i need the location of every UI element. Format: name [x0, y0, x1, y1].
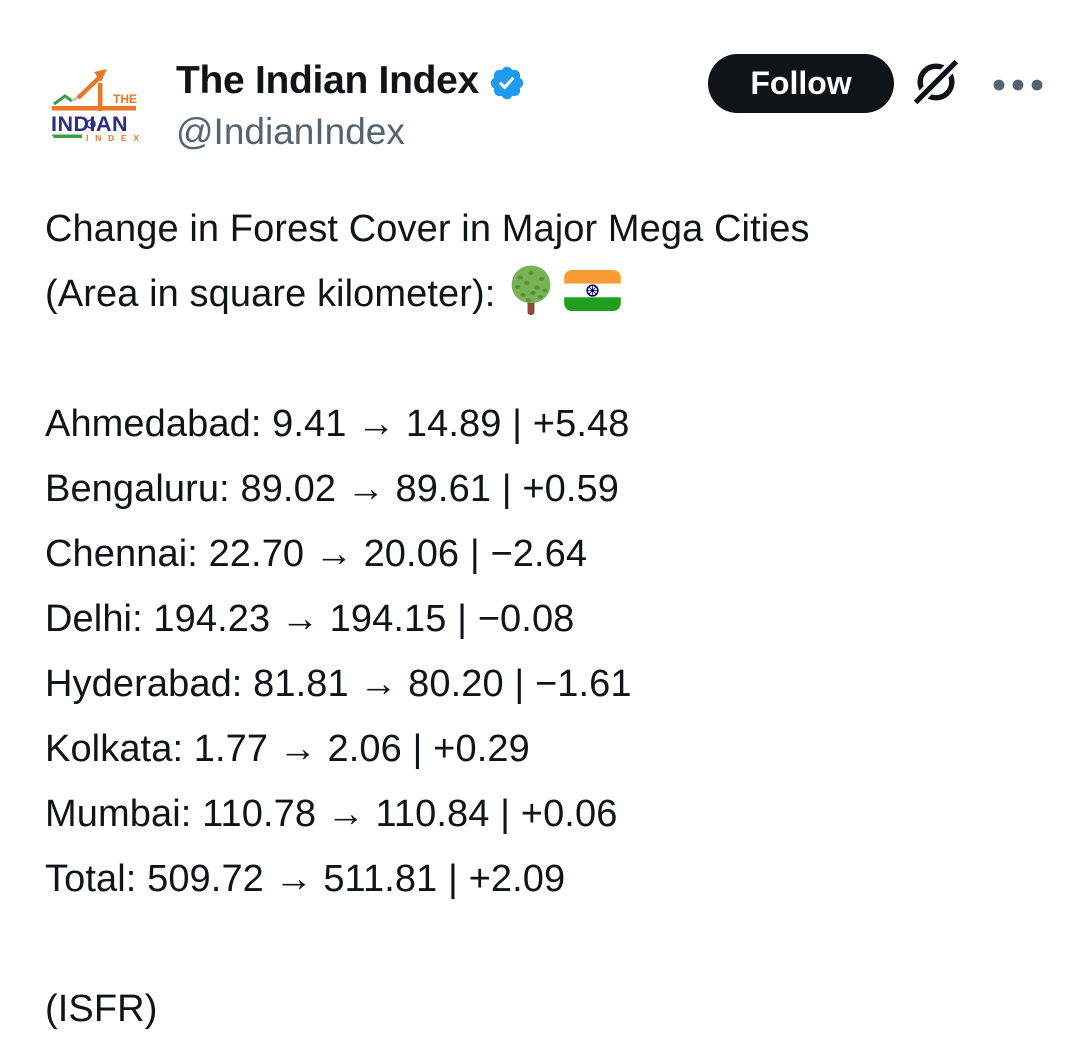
source-citation: (ISFR)	[45, 988, 158, 1030]
svg-text:I N D E X: I N D E X	[86, 133, 141, 143]
svg-text:INDIAN: INDIAN	[51, 112, 128, 136]
follow-button[interactable]: Follow	[708, 54, 894, 113]
data-row-ahmedabad: Ahmedabad: 9.41 → 14.89 | +5.48	[45, 403, 630, 445]
tweet-title-line2: (Area in square kilometer):	[45, 262, 1040, 327]
more-options-icon[interactable]	[993, 78, 1043, 91]
display-name: The Indian Index	[176, 59, 479, 102]
tweet-header: THE INDIAN I N D E X The Indian Index	[45, 54, 1043, 165]
data-row-delhi: Delhi: 194.23 → 194.15 | −0.08	[45, 598, 575, 640]
author-name-row[interactable]: The Indian Index	[176, 58, 526, 104]
svg-text:THE: THE	[113, 92, 137, 106]
tweet-title-line2-text: (Area in square kilometer):	[45, 273, 496, 315]
data-row-hyderabad: Hyderabad: 81.81 → 80.20 | −1.61	[45, 663, 632, 705]
data-row-kolkata: Kolkata: 1.77 → 2.06 | +0.29	[45, 728, 530, 770]
blank-line	[45, 912, 1040, 977]
data-row-total: Total: 509.72 → 511.81 | +2.09	[45, 858, 566, 900]
author-block: The Indian Index @IndianIndex	[176, 58, 526, 155]
india-flag-emoji	[564, 270, 622, 312]
avatar[interactable]: THE INDIAN I N D E X	[45, 55, 152, 162]
blank-line	[45, 327, 1040, 392]
data-row-chennai: Chennai: 22.70 → 20.06 | −2.64	[45, 533, 588, 575]
verified-badge-icon	[490, 66, 524, 99]
data-row-bengaluru: Bengaluru: 89.02 → 89.61 | +0.59	[45, 468, 619, 510]
indian-index-logo: THE INDIAN I N D E X	[50, 68, 141, 143]
tweet-title-line1: Change in Forest Cover in Major Mega Cit…	[45, 208, 810, 250]
grok-icon[interactable]	[911, 57, 961, 107]
city-data-rows: Ahmedabad: 9.41 → 14.89 | +5.48 Bengaluru…	[45, 392, 1040, 912]
deciduous-tree-emoji	[512, 265, 551, 315]
data-row-mumbai: Mumbai: 110.78 → 110.84 | +0.06	[45, 793, 618, 835]
user-handle[interactable]: @IndianIndex	[176, 111, 405, 152]
tweet-text: Change in Forest Cover in Major Mega Cit…	[45, 197, 1040, 1042]
